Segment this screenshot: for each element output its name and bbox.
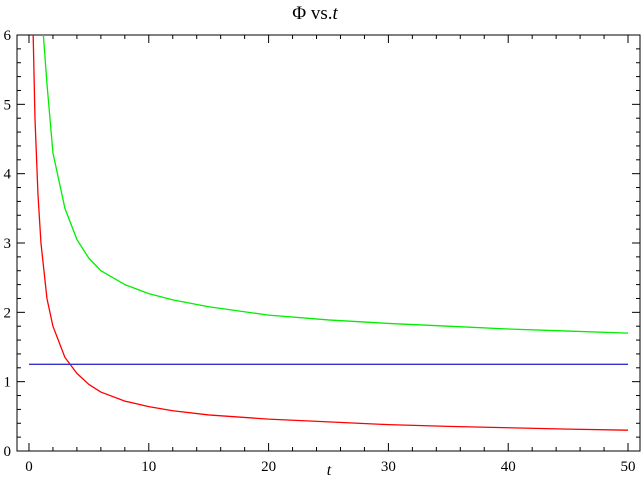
x-tick-label: 10 [141,459,156,475]
series-group [28,34,629,431]
x-tick-label: 0 [25,459,33,475]
x-tick-label: 30 [381,459,396,475]
x-axis-label: t [327,462,332,479]
series-line-1 [42,34,629,334]
x-tick-label: 40 [501,459,516,475]
series-line-2 [32,34,629,431]
chart-title: Φ vs.t [292,3,338,24]
y-tick-label: 3 [4,236,12,252]
x-tick-label: 50 [621,459,636,475]
chart-title-prefix: Φ vs. [292,3,332,24]
chart-title-var: t [333,3,339,24]
y-tick-label: 1 [4,375,12,391]
x-tick-label: 20 [261,459,276,475]
ticks: 0 10 20 30 40 50 0 1 2 3 4 5 6 [4,28,640,475]
y-tick-label: 0 [4,444,12,460]
y-tick-label: 5 [4,97,12,113]
plot-frame [16,34,641,452]
y-tick-label: 2 [4,305,12,321]
y-tick-label: 6 [4,28,12,44]
y-tick-label: 4 [4,167,12,183]
